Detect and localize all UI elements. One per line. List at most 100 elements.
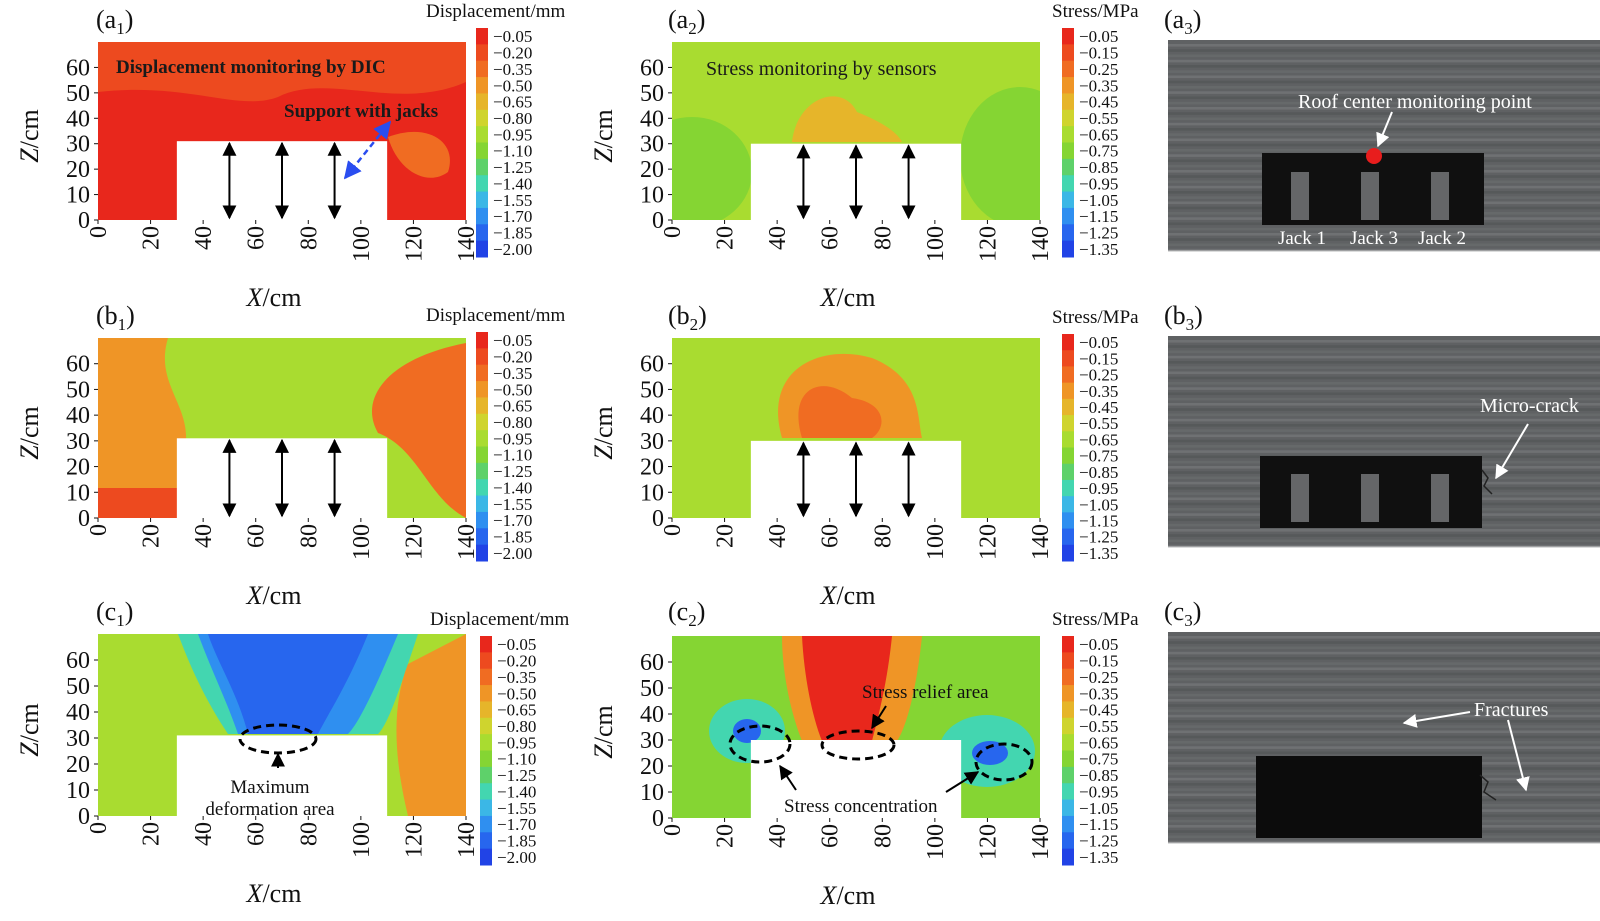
photo-c3: Fractures bbox=[1168, 632, 1600, 844]
colorbar-tick-label: −0.35 bbox=[497, 668, 536, 687]
y-tick-label: 20 bbox=[66, 157, 90, 183]
stress-concentration-arrow-right bbox=[945, 771, 980, 793]
rock-layer-texture bbox=[1168, 735, 1600, 739]
panel-label-close: ) bbox=[1193, 5, 1202, 34]
rock-layer-texture bbox=[1168, 672, 1600, 676]
colorbar-swatch bbox=[1062, 496, 1074, 513]
colorbar-swatch bbox=[1062, 652, 1074, 670]
panel-label-open: ( bbox=[96, 301, 105, 330]
roof-point-arrow bbox=[1376, 111, 1393, 148]
colorbar-tick-label: −0.45 bbox=[1079, 701, 1118, 720]
colorbar-title: Displacement/mm bbox=[426, 305, 566, 326]
colorbar-swatch bbox=[1062, 668, 1074, 686]
colorbar-tick-label: −0.55 bbox=[1079, 109, 1118, 128]
colorbar-tick-label: −2.00 bbox=[497, 848, 536, 867]
colorbar-tick-label: −1.40 bbox=[497, 782, 536, 801]
rock-layer-texture bbox=[1168, 434, 1600, 438]
y-tick-label: 40 bbox=[66, 700, 90, 726]
rock-layer-texture bbox=[1168, 418, 1600, 422]
x-tick-label: 120 bbox=[975, 226, 1001, 262]
colorbar-swatch bbox=[476, 109, 488, 127]
rock-layer-texture bbox=[1168, 361, 1600, 364]
colorbar-tick-label: −1.35 bbox=[1079, 240, 1118, 259]
rock-layer-texture bbox=[1168, 840, 1600, 844]
rock-layer-texture bbox=[1168, 641, 1600, 644]
colorbar-tick-label: −0.75 bbox=[1079, 142, 1118, 161]
y-axis-unit: /cm bbox=[589, 109, 618, 148]
y-axis-var: Z bbox=[589, 445, 618, 460]
y-tick-label: 60 bbox=[640, 352, 664, 378]
panel-label-letter: b bbox=[677, 301, 690, 330]
colorbar-swatch bbox=[480, 832, 492, 850]
y-axis-unit: /cm bbox=[589, 705, 618, 744]
colorbar-swatch bbox=[480, 848, 492, 866]
contour-zone-left-band bbox=[98, 338, 187, 518]
stress-concentration-arrow-left bbox=[779, 764, 797, 791]
rock-layer-texture bbox=[1168, 112, 1600, 115]
panel-label-c3: (c3) bbox=[1164, 597, 1201, 630]
colorbar-tick-label: −1.05 bbox=[1079, 799, 1118, 818]
x-tick-label: 80 bbox=[870, 824, 896, 848]
x-tick-label: 0 bbox=[660, 524, 686, 536]
panel-label-open: ( bbox=[1164, 597, 1173, 626]
annotation-jack-2: Jack 2 bbox=[1418, 228, 1466, 249]
colorbar-swatch bbox=[1062, 528, 1074, 546]
colorbar-swatch bbox=[480, 636, 492, 653]
colorbar-swatch bbox=[476, 446, 488, 464]
x-axis-unit: /cm bbox=[262, 581, 301, 610]
x-tick-label: 0 bbox=[86, 524, 112, 536]
y-tick-label: 40 bbox=[66, 403, 90, 429]
rock-layer-texture bbox=[1168, 392, 1600, 396]
colorbar-tick-label: −1.25 bbox=[493, 158, 532, 177]
colorbar-tick-label: −1.40 bbox=[493, 174, 532, 193]
colorbar-swatch bbox=[1062, 799, 1074, 817]
colorbar-tick-label: −0.95 bbox=[493, 125, 532, 144]
x-tick-label: 140 bbox=[454, 226, 480, 262]
colorbar-swatch bbox=[476, 207, 488, 225]
contour-zone-relief-core bbox=[802, 636, 892, 741]
x-axis-unit: /cm bbox=[836, 581, 875, 610]
x-axis-unit: /cm bbox=[836, 283, 875, 312]
contour-zone-left-lobe bbox=[672, 117, 752, 220]
colorbar-tick-label: −0.65 bbox=[1079, 125, 1118, 144]
colorbar-swatch bbox=[1062, 734, 1074, 751]
panel-label-sub: 1 bbox=[116, 19, 125, 38]
colorbar-swatch bbox=[476, 544, 488, 562]
colorbar-swatch bbox=[1062, 60, 1074, 78]
rock-layer-texture bbox=[1168, 424, 1600, 427]
rock-layer-texture bbox=[1168, 408, 1600, 411]
x-tick-label: 140 bbox=[454, 822, 480, 858]
y-tick-label: 30 bbox=[66, 726, 90, 752]
jack-photo bbox=[1291, 474, 1309, 522]
rock-layer-texture bbox=[1168, 366, 1600, 369]
colorbar-tick-label: −0.05 bbox=[1079, 635, 1118, 654]
rock-layer-texture bbox=[1168, 243, 1600, 247]
rock-layer-texture bbox=[1168, 445, 1600, 448]
colorbar-tick-label: −0.45 bbox=[1079, 93, 1118, 112]
fracture-trace bbox=[1479, 774, 1497, 801]
panel-label-close: ) bbox=[698, 301, 707, 330]
colorbar-swatch bbox=[1062, 766, 1074, 784]
colorbar-swatch bbox=[476, 348, 488, 366]
colorbar-swatch bbox=[1062, 750, 1074, 768]
colorbar-tick-label: −0.95 bbox=[1079, 479, 1118, 498]
x-tick-label: 40 bbox=[765, 824, 791, 848]
panel-label-letter: c bbox=[1173, 597, 1185, 626]
panel-label-sub: 1 bbox=[118, 315, 127, 334]
colorbar-swatch bbox=[1062, 636, 1074, 653]
colorbar-swatch bbox=[1062, 126, 1074, 143]
rock-layer-texture bbox=[1168, 704, 1600, 707]
colorbar-tick-label: −1.85 bbox=[493, 527, 532, 546]
panel-label-open: ( bbox=[668, 5, 677, 34]
colorbar-tick-label: −0.80 bbox=[493, 109, 532, 128]
colorbar-b2: −0.05−0.15−0.25−0.35−0.45−0.55−0.65−0.75… bbox=[1052, 307, 1139, 563]
colorbar-swatch bbox=[1062, 832, 1074, 850]
colorbar-swatch bbox=[1062, 207, 1074, 225]
colorbar-swatch bbox=[1062, 512, 1074, 530]
x-tick-label: 100 bbox=[349, 226, 375, 262]
colorbar-swatch bbox=[476, 430, 488, 447]
rock-layer-texture bbox=[1168, 741, 1600, 744]
y-tick-label: 60 bbox=[640, 650, 664, 676]
